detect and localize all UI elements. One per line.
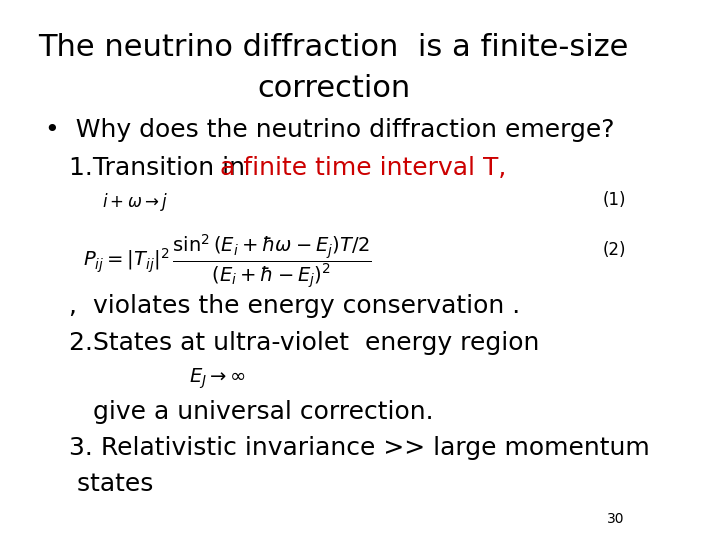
- Text: a finite time interval T,: a finite time interval T,: [220, 156, 506, 180]
- Text: $E_J \rightarrow \infty$: $E_J \rightarrow \infty$: [189, 367, 246, 392]
- Text: •  Why does the neutrino diffraction emerge?: • Why does the neutrino diffraction emer…: [45, 118, 615, 143]
- Text: (1): (1): [603, 191, 626, 210]
- Text: states: states: [45, 472, 154, 496]
- Text: $i + \omega \rightarrow j$: $i + \omega \rightarrow j$: [102, 191, 168, 213]
- Text: 30: 30: [608, 512, 625, 526]
- Text: 3. Relativistic invariance >> large momentum: 3. Relativistic invariance >> large mome…: [45, 436, 650, 460]
- Text: 1.Transition in: 1.Transition in: [45, 156, 253, 180]
- Text: give a universal correction.: give a universal correction.: [45, 400, 434, 424]
- Text: ,  violates the energy conservation .: , violates the energy conservation .: [45, 294, 521, 318]
- Text: $P_{ij} = |T_{ij}|^2\,\dfrac{\sin^2(E_i + \hbar\omega - E_j)T/2}{(E_i + \hbar - : $P_{ij} = |T_{ij}|^2\,\dfrac{\sin^2(E_i …: [83, 233, 372, 291]
- Text: 2.States at ultra-violet  energy region: 2.States at ultra-violet energy region: [45, 331, 540, 355]
- Text: correction: correction: [257, 75, 410, 103]
- Text: The neutrino diffraction  is a finite-size: The neutrino diffraction is a finite-siz…: [38, 33, 629, 63]
- Text: (2): (2): [603, 241, 626, 259]
